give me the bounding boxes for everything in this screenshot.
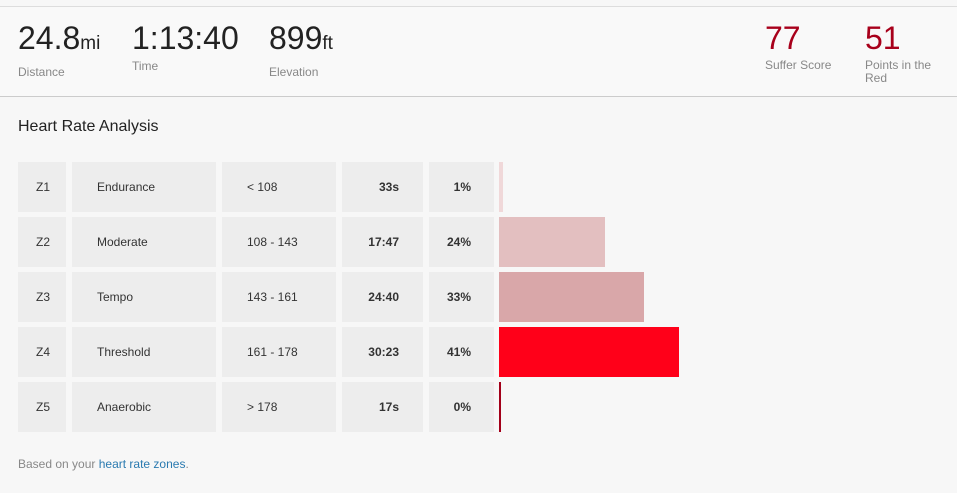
zone-range: < 108 — [222, 162, 336, 212]
zone-range: 161 - 178 — [222, 327, 336, 377]
zone-percent: 0% — [429, 382, 494, 432]
zone-zone: Z3 — [18, 272, 66, 322]
zone-time: 24:40 — [342, 272, 423, 322]
zone-name: Moderate — [72, 217, 216, 267]
score: 77 Suffer Score — [765, 21, 840, 72]
stat-value: 899 — [269, 20, 323, 56]
zone-zone: Z5 — [18, 382, 66, 432]
score-label: Points in the Red — [865, 58, 932, 85]
score-value: 77 — [765, 20, 801, 56]
zone-zone: Z1 — [18, 162, 66, 212]
section-title: Heart Rate Analysis — [18, 118, 159, 135]
stat-value-row: 24.8mi — [18, 21, 100, 61]
zone-time: 17:47 — [342, 217, 423, 267]
zone-zone: Z4 — [18, 327, 66, 377]
stat-unit: mi — [80, 33, 101, 54]
zones-link[interactable]: heart rate zones — [98, 457, 186, 471]
score-label: Suffer Score — [765, 58, 832, 72]
stat: 24.8mi Distance — [18, 21, 100, 79]
zone-time: 17s — [342, 382, 423, 432]
stat-value: 24.8 — [18, 20, 81, 56]
stat-value: 1:13:40 — [132, 20, 239, 56]
stat-unit: ft — [322, 33, 333, 54]
zone-name: Anaerobic — [72, 382, 216, 432]
zone-percent: 33% — [429, 272, 494, 322]
zone-range: > 178 — [222, 382, 336, 432]
stats-bar: 24.8mi Distance 1:13:40 Time 899ft Elevation 7… — [0, 6, 957, 97]
zone-percent: 24% — [429, 217, 494, 267]
stat-value-row: 1:13:40 — [132, 21, 239, 55]
stat: 1:13:40 Time — [132, 21, 239, 73]
zone-bar — [499, 217, 605, 267]
zone-bar — [499, 162, 504, 212]
zone-percent: 1% — [429, 162, 494, 212]
score-value: 51 — [865, 20, 901, 56]
zone-range: 108 - 143 — [222, 217, 336, 267]
zone-time: 33s — [342, 162, 423, 212]
zone-time: 30:23 — [342, 327, 423, 377]
zone-range: 143 - 161 — [222, 272, 336, 322]
stat-label: Elevation — [269, 65, 319, 79]
zone-percent: 41% — [429, 327, 494, 377]
stat-value-row: 899ft — [269, 21, 333, 61]
zone-bar — [499, 327, 680, 377]
zone-zone: Z2 — [18, 217, 66, 267]
stat-label: Time — [132, 59, 159, 73]
zone-name: Endurance — [72, 162, 216, 212]
zone-name: Tempo — [72, 272, 216, 322]
footer: Based on your heart rate zones. — [18, 457, 189, 471]
footer-text: . — [185, 457, 189, 471]
stat-label: Distance — [18, 65, 65, 79]
zone-bar — [499, 382, 501, 432]
zone-name: Threshold — [72, 327, 216, 377]
stat: 899ft Elevation — [269, 21, 333, 79]
score: 51 Points in the Red — [865, 21, 940, 85]
footer-text: Based on your — [18, 457, 99, 471]
zone-bar — [499, 272, 645, 322]
